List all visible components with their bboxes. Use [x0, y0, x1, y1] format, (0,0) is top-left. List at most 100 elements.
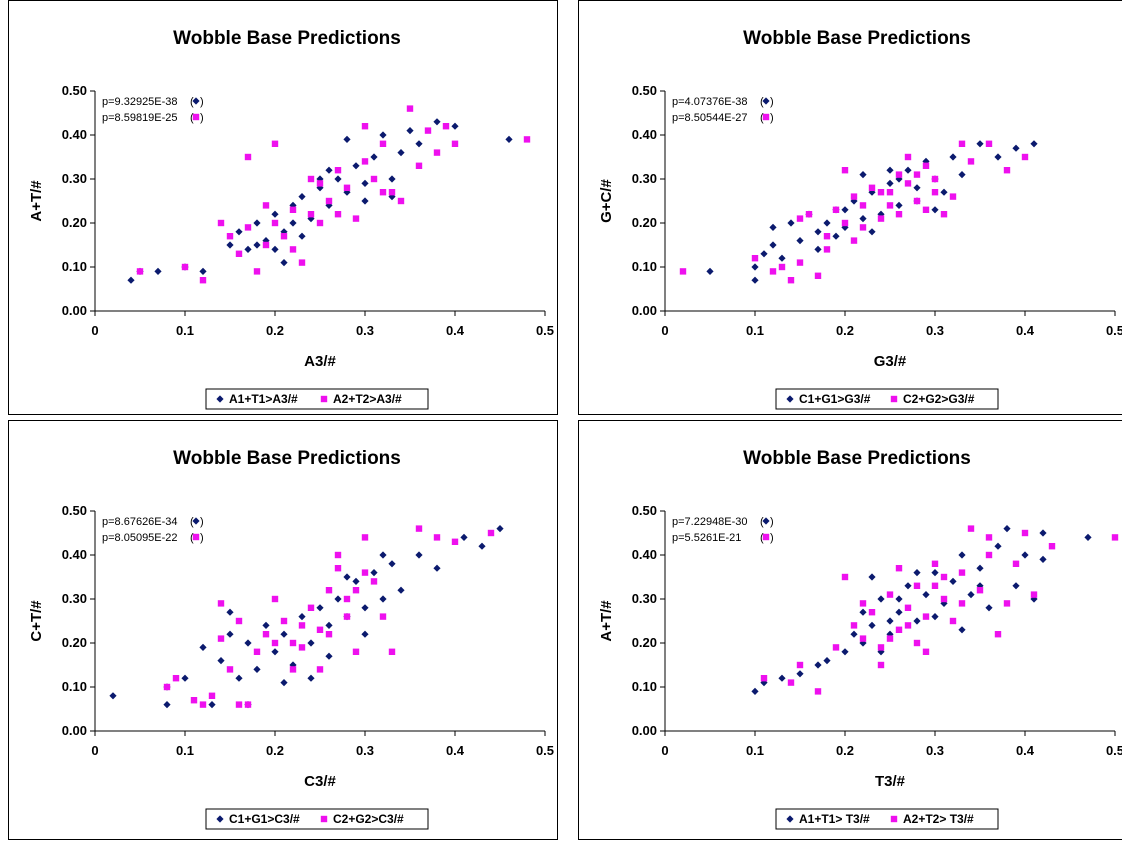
data-point	[850, 630, 858, 638]
data-point	[379, 613, 387, 620]
data-point	[415, 162, 423, 169]
data-point	[922, 162, 930, 169]
x-tick-label: 0.4	[446, 323, 465, 338]
data-point	[877, 661, 885, 669]
data-point	[1039, 555, 1047, 563]
data-point	[316, 180, 324, 187]
legend-label: C2+G2>G3/#	[903, 392, 975, 406]
data-point	[307, 211, 315, 218]
data-point	[931, 206, 939, 214]
data-point	[868, 573, 876, 581]
data-point	[379, 595, 387, 603]
y-axis-title: A+T/#	[28, 180, 45, 222]
data-point	[958, 626, 966, 634]
data-point	[253, 648, 261, 655]
data-point	[388, 560, 396, 568]
data-point	[886, 166, 894, 174]
data-point	[397, 586, 405, 594]
data-point	[922, 591, 930, 599]
p-value-paren-close: )	[770, 96, 774, 108]
data-point	[244, 639, 252, 647]
data-point	[787, 679, 795, 686]
data-point	[316, 219, 324, 227]
data-point	[796, 661, 804, 669]
data-point	[850, 237, 858, 244]
data-point	[361, 158, 369, 165]
data-point	[778, 263, 786, 271]
data-point	[1012, 560, 1020, 567]
x-tick-label: 0.3	[356, 743, 374, 758]
y-axis-title: A+T/#	[598, 600, 615, 642]
data-point	[859, 224, 867, 231]
data-point	[208, 701, 216, 709]
p-value-paren-open: (	[190, 516, 194, 528]
data-point	[307, 674, 315, 682]
data-point	[190, 697, 198, 704]
x-tick-label: 0.2	[836, 743, 854, 758]
data-point	[406, 127, 414, 135]
data-point	[307, 604, 315, 611]
data-point	[316, 626, 324, 633]
data-point	[136, 268, 144, 275]
p-value-annotation: p=9.32925E-38	[102, 96, 178, 108]
data-point	[235, 617, 243, 625]
y-tick-label: 0.50	[62, 503, 87, 518]
data-point	[904, 180, 912, 187]
data-point	[289, 219, 297, 227]
data-point	[370, 153, 378, 161]
data-point	[859, 202, 867, 209]
legend-marker	[216, 395, 224, 403]
p-value-annotation: p=4.07376E-38	[672, 96, 748, 108]
x-tick-label: 0.4	[446, 743, 465, 758]
data-point	[352, 577, 360, 585]
data-point	[859, 600, 867, 607]
y-tick-label: 0.40	[632, 547, 657, 562]
data-point	[235, 228, 243, 236]
p-value-marker	[762, 97, 770, 105]
data-point	[199, 277, 207, 284]
data-point	[199, 643, 207, 651]
data-point	[451, 538, 459, 545]
data-point	[886, 179, 894, 187]
legend-label: A2+T2>A3/#	[333, 392, 402, 406]
y-tick-label: 0.00	[632, 723, 657, 738]
data-point	[361, 534, 369, 541]
p-value-paren-close: )	[200, 96, 204, 108]
data-point	[895, 626, 903, 633]
data-point	[361, 569, 369, 576]
p-value-paren-open: (	[190, 112, 194, 124]
chart-svg: Wobble Base Predictions0.000.100.200.300…	[598, 448, 1122, 830]
data-point	[967, 158, 975, 165]
data-point	[760, 250, 768, 258]
data-point	[877, 644, 885, 651]
legend-box	[205, 388, 429, 410]
data-point	[1021, 153, 1029, 161]
data-point	[325, 197, 333, 205]
data-point	[208, 692, 216, 699]
data-point	[307, 175, 315, 183]
data-point	[958, 171, 966, 179]
data-point	[940, 188, 948, 196]
data-point	[859, 215, 867, 223]
y-tick-label: 0.10	[62, 679, 87, 694]
y-tick-label: 0.20	[632, 635, 657, 650]
data-point	[271, 210, 279, 218]
data-point	[976, 564, 984, 572]
data-point	[895, 201, 903, 209]
y-tick-label: 0.20	[632, 215, 657, 230]
data-point	[271, 245, 279, 253]
data-point	[334, 211, 342, 218]
chart-svg: Wobble Base Predictions0.000.100.200.300…	[28, 448, 554, 830]
data-point	[280, 679, 288, 687]
data-point	[769, 268, 777, 275]
data-point	[958, 569, 966, 576]
data-point	[163, 701, 171, 709]
data-point	[343, 573, 351, 581]
legend-marker	[786, 395, 794, 403]
y-tick-label: 0.00	[632, 303, 657, 318]
p-value-annotation: p=7.22948E-30	[672, 516, 748, 528]
data-point	[406, 105, 414, 112]
data-point	[850, 193, 858, 200]
data-point	[226, 233, 234, 240]
data-point	[931, 569, 939, 577]
